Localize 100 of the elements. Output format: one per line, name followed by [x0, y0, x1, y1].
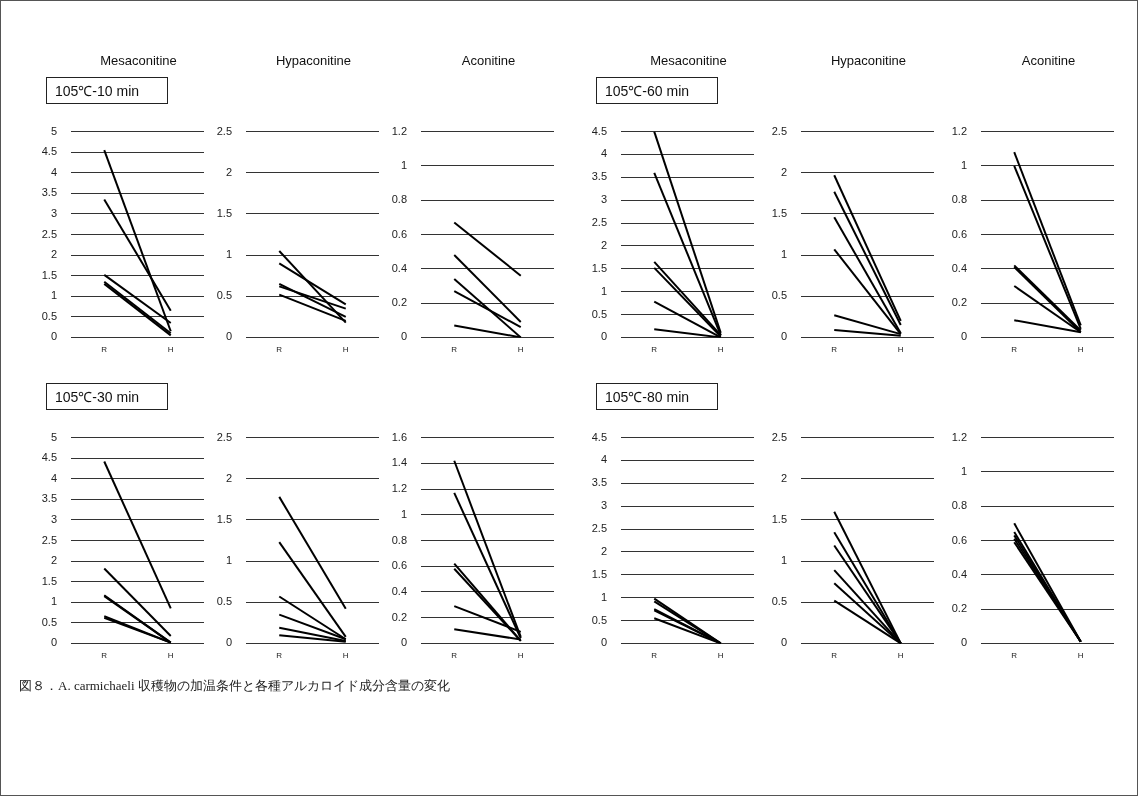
chart-subtitle: 105℃-80 min [596, 383, 719, 410]
y-tick-label: 0.6 [391, 227, 407, 240]
y-tick-label: 2.5 [591, 522, 607, 535]
y-tick-label: 0.6 [951, 227, 967, 240]
y-tick-label: 1.5 [591, 567, 607, 580]
chart-title: Aconitine [1020, 53, 1077, 68]
y-tick-label: 1.5 [41, 268, 57, 281]
y-tick-label: 2 [50, 554, 57, 567]
y-tick-label: 1.2 [391, 482, 407, 495]
chart-title: Hypaconitine [829, 53, 908, 68]
chart-title: Hypaconitine [274, 53, 353, 68]
y-tick-label: 0.2 [391, 296, 407, 309]
y-tick-label: 1 [600, 284, 607, 297]
y-tick-label: 1 [225, 554, 232, 567]
y-tick-label: 2.5 [216, 430, 232, 443]
y-tick-label: 0.2 [391, 610, 407, 623]
y-tick-label: 0.8 [951, 193, 967, 206]
y-tick-label: 2 [225, 471, 232, 484]
y-tick-label: 3 [50, 512, 57, 525]
caption: 図８．A. carmichaeli 収穫物の加温条件と各種アルカロイド成分含量の変化 [19, 677, 450, 695]
y-tick-label: 2 [50, 248, 57, 261]
y-tick-label: 1.2 [391, 124, 407, 137]
y-tick-label: 2 [780, 165, 787, 178]
y-tick-label: 3.5 [41, 186, 57, 199]
y-tick-label: 0.5 [216, 595, 232, 608]
y-tick-label: 1 [50, 595, 57, 608]
y-tick-label: 5 [50, 124, 57, 137]
y-tick-label: 0 [225, 636, 232, 649]
x-tick-label: H [342, 651, 349, 661]
y-tick-label: 2.5 [771, 430, 787, 443]
y-tick-label: 0.4 [391, 261, 407, 274]
y-tick-label: 0.6 [951, 533, 967, 546]
y-tick-label: 2.5 [216, 124, 232, 137]
y-tick-label: 0 [400, 330, 407, 343]
y-tick-label: 0.4 [391, 584, 407, 597]
y-tick-label: 2.5 [771, 124, 787, 137]
y-tick-label: 0 [600, 636, 607, 649]
y-tick-label: 0.8 [391, 533, 407, 546]
y-tick-label: 3 [600, 193, 607, 206]
x-tick-label: R [451, 651, 458, 661]
y-tick-label: 4.5 [591, 430, 607, 443]
chart-subtitle: 105℃-60 min [596, 77, 719, 104]
x-tick-label: R [1011, 345, 1018, 355]
y-tick-label: 0.5 [591, 307, 607, 320]
y-tick-label: 2 [225, 165, 232, 178]
y-tick-label: 0 [225, 330, 232, 343]
y-tick-label: 0.4 [951, 567, 967, 580]
y-tick-label: 1.4 [391, 456, 407, 469]
chart-subtitle: 105℃-10 min [46, 77, 169, 104]
y-tick-label: 1.5 [41, 574, 57, 587]
y-tick-label: 4.5 [41, 451, 57, 464]
x-tick-label: H [1077, 345, 1084, 355]
x-tick-label: H [167, 651, 174, 661]
y-tick-label: 1.5 [216, 206, 232, 219]
x-tick-label: H [517, 651, 524, 661]
y-tick-label: 1.2 [951, 430, 967, 443]
y-tick-label: 0 [960, 636, 967, 649]
x-tick-label: R [276, 345, 283, 355]
x-tick-label: R [101, 651, 108, 661]
y-tick-label: 3 [600, 499, 607, 512]
y-tick-label: 2 [600, 238, 607, 251]
y-tick-label: 1 [400, 158, 407, 171]
y-tick-label: 1 [960, 158, 967, 171]
y-tick-label: 0.8 [951, 499, 967, 512]
y-tick-label: 1.5 [216, 512, 232, 525]
y-tick-label: 2 [600, 544, 607, 557]
y-tick-label: 4 [50, 471, 57, 484]
y-tick-label: 1 [50, 289, 57, 302]
y-tick-label: 0.4 [951, 261, 967, 274]
y-tick-label: 0.2 [951, 296, 967, 309]
x-tick-label: R [451, 345, 458, 355]
y-tick-label: 0 [780, 636, 787, 649]
y-tick-label: 1.5 [771, 512, 787, 525]
x-tick-label: H [717, 345, 724, 355]
y-tick-label: 0.5 [216, 289, 232, 302]
x-tick-label: R [101, 345, 108, 355]
y-tick-label: 2.5 [41, 533, 57, 546]
x-tick-label: H [342, 345, 349, 355]
y-tick-label: 5 [50, 430, 57, 443]
y-tick-label: 3.5 [41, 492, 57, 505]
x-tick-label: R [651, 345, 658, 355]
x-tick-label: R [831, 345, 838, 355]
y-tick-label: 1 [780, 554, 787, 567]
x-tick-label: H [1077, 651, 1084, 661]
y-tick-label: 0.8 [391, 193, 407, 206]
x-tick-label: R [831, 651, 838, 661]
chart-title: Aconitine [460, 53, 517, 68]
y-tick-label: 1.5 [771, 206, 787, 219]
chart-title: Mesaconitine [649, 53, 728, 68]
y-tick-label: 4.5 [41, 145, 57, 158]
y-tick-label: 1 [960, 464, 967, 477]
chart-title: Mesaconitine [99, 53, 178, 68]
x-tick-label: H [517, 345, 524, 355]
y-tick-label: 1.2 [951, 124, 967, 137]
y-tick-label: 3 [50, 206, 57, 219]
y-tick-label: 2 [780, 471, 787, 484]
x-tick-label: H [717, 651, 724, 661]
y-tick-label: 0.5 [41, 309, 57, 322]
x-tick-label: H [897, 345, 904, 355]
y-tick-label: 3.5 [591, 170, 607, 183]
